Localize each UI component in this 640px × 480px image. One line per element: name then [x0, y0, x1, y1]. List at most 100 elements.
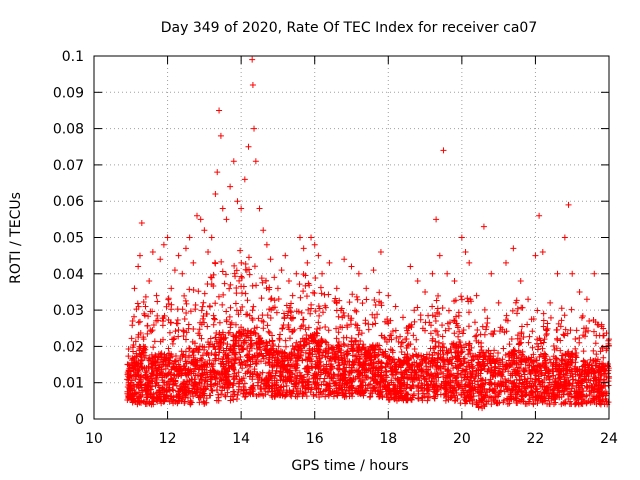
data-point [430, 345, 437, 352]
data-point [263, 285, 270, 292]
data-point [338, 357, 345, 364]
data-point [271, 349, 278, 356]
data-point [333, 299, 340, 306]
data-point [394, 385, 401, 392]
data-point [215, 336, 222, 343]
data-point [445, 359, 452, 366]
data-point [523, 391, 530, 398]
data-point [598, 321, 605, 328]
data-point [303, 365, 310, 372]
data-point [277, 368, 284, 375]
data-point [418, 373, 425, 380]
data-point [397, 343, 404, 350]
data-point [153, 394, 160, 401]
data-point [232, 321, 239, 328]
data-point [429, 335, 436, 342]
data-point [219, 356, 226, 363]
data-point [474, 381, 481, 388]
data-point [516, 365, 523, 372]
data-point [483, 389, 490, 396]
data-point [284, 377, 291, 384]
data-point [298, 309, 305, 316]
data-point [190, 325, 197, 332]
data-point [215, 349, 222, 356]
data-point [340, 375, 347, 382]
data-point [153, 292, 160, 299]
data-point [219, 268, 226, 275]
data-point [256, 374, 263, 381]
data-point [554, 326, 561, 333]
data-point [184, 371, 191, 378]
data-point [378, 369, 385, 376]
data-point [348, 390, 355, 397]
data-point [311, 337, 318, 344]
data-point [570, 376, 577, 383]
data-point [345, 372, 352, 379]
data-point [132, 376, 139, 383]
data-point [424, 381, 431, 388]
data-point [347, 317, 354, 324]
data-point [311, 370, 318, 377]
y-axis-label: ROTI / TECUs [8, 192, 24, 284]
data-point [451, 330, 458, 337]
data-point [235, 311, 242, 318]
data-point [388, 367, 395, 374]
data-point [601, 376, 608, 383]
data-point [419, 357, 426, 364]
data-point [290, 380, 297, 387]
data-point [210, 283, 217, 290]
data-point [249, 82, 256, 89]
data-point [147, 308, 154, 315]
data-point [188, 376, 195, 383]
data-point [598, 366, 605, 373]
data-point [293, 270, 300, 277]
data-point [590, 389, 597, 396]
data-point [148, 372, 155, 379]
data-point [470, 356, 477, 363]
data-point [300, 245, 307, 252]
data-point [217, 374, 224, 381]
data-point [434, 309, 441, 316]
data-point [500, 399, 507, 406]
data-point [536, 363, 543, 370]
data-point [264, 322, 271, 329]
data-point [183, 329, 190, 336]
data-point [231, 262, 238, 269]
data-point [540, 339, 547, 346]
data-point [307, 389, 314, 396]
data-point [479, 323, 486, 330]
data-point [196, 392, 203, 399]
data-point [595, 385, 602, 392]
x-tick-label: 22 [527, 431, 545, 447]
data-point [267, 296, 274, 303]
data-point [171, 372, 178, 379]
data-point [146, 278, 153, 285]
data-point [165, 345, 172, 352]
data-point [444, 270, 451, 277]
data-point [273, 309, 280, 316]
data-point [356, 327, 363, 334]
data-point [498, 380, 505, 387]
data-point [480, 358, 487, 365]
data-point [166, 398, 173, 405]
data-point [583, 324, 590, 331]
data-point [528, 359, 535, 366]
data-point [411, 307, 418, 314]
data-point [302, 341, 309, 348]
data-point [373, 380, 380, 387]
data-point [469, 363, 476, 370]
data-point [135, 389, 142, 396]
data-point [174, 400, 181, 407]
data-point [354, 322, 361, 329]
data-point [478, 386, 485, 393]
data-point [403, 384, 410, 391]
data-point [491, 347, 498, 354]
data-point [440, 373, 447, 380]
data-point [204, 349, 211, 356]
data-point [266, 349, 273, 356]
data-point [210, 343, 217, 350]
data-point [142, 293, 149, 300]
data-point [144, 322, 151, 329]
data-point [135, 303, 142, 310]
data-point [387, 332, 394, 339]
